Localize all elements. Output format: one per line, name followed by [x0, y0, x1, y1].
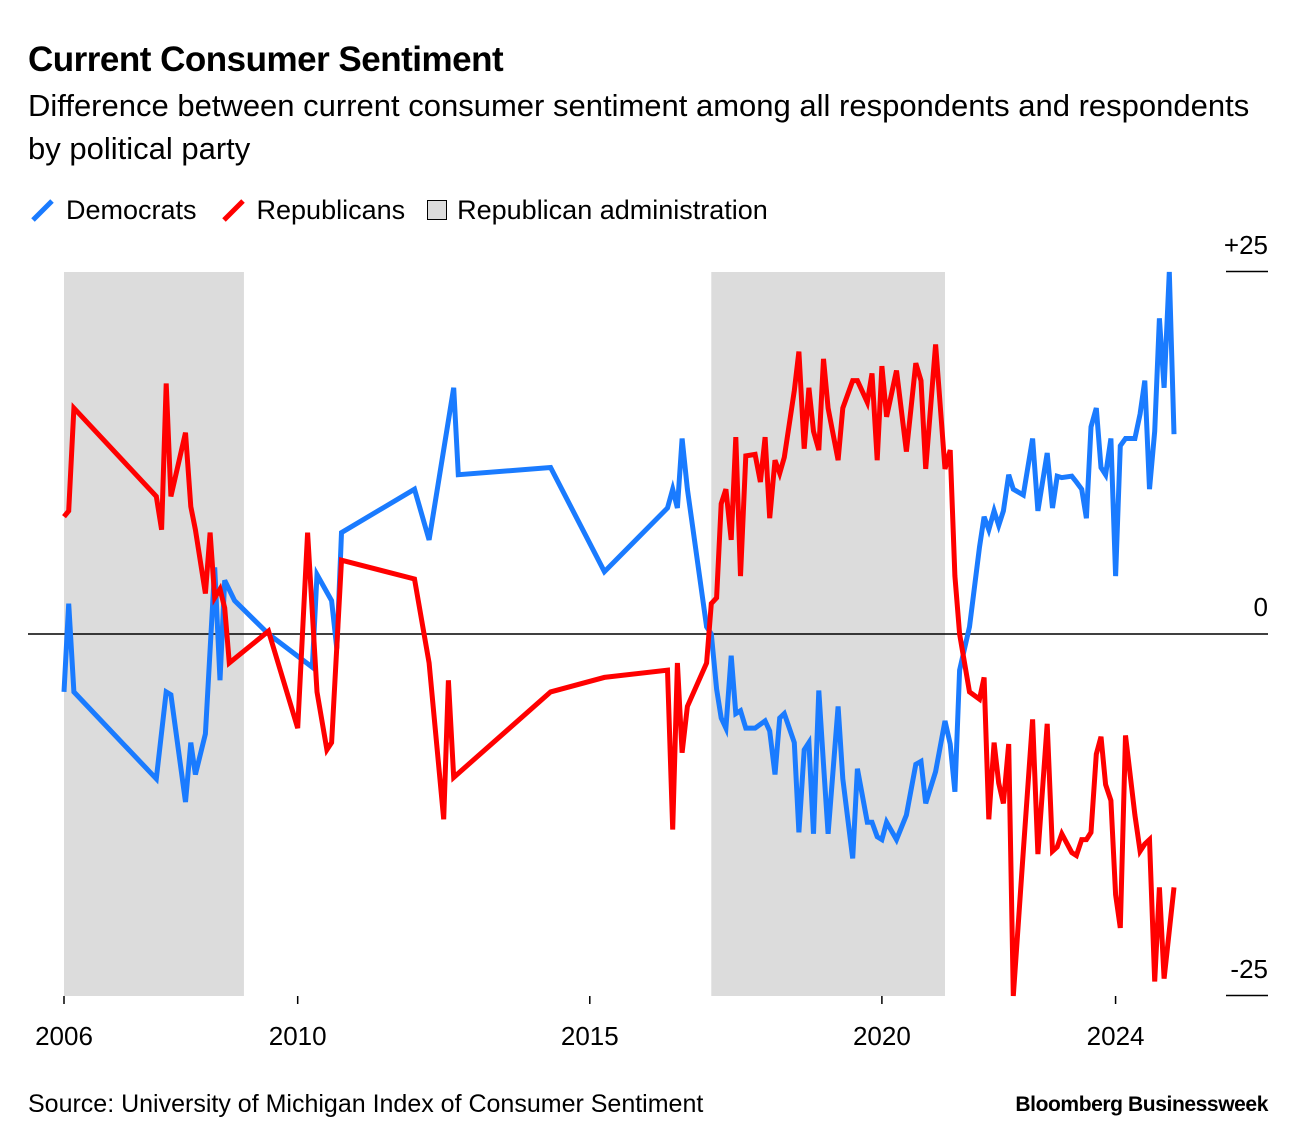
series-layer — [61, 271, 1177, 997]
y-tick-label-0: +25 — [1224, 230, 1268, 260]
source-note: Source: University of Michigan Index of … — [28, 1090, 704, 1118]
legend-label-republicans: Republicans — [256, 194, 406, 225]
tick-labels-layer: 2006 2010 2015 2020 2024 +25 0 -25 — [35, 230, 1268, 1051]
legend-item-republicans: Republicans — [219, 194, 406, 226]
chart-title: Current Consumer Sentiment — [28, 40, 504, 79]
shaded-area-swatch-icon — [427, 200, 448, 220]
x-tick-label-2015: 2015 — [561, 1021, 619, 1051]
x-tick-label-2006: 2006 — [35, 1021, 93, 1051]
x-tick-label-2010: 2010 — [269, 1021, 327, 1051]
x-tick-label-2020: 2020 — [853, 1021, 911, 1051]
legend-item-republican-administration: Republican administration — [427, 195, 768, 226]
y-tick-label-1: 0 — [1254, 592, 1268, 622]
chart-subtitle: Difference between current consumer sent… — [28, 88, 1250, 166]
democrats-line-swatch-icon — [31, 199, 54, 222]
brand-logo: Bloomberg Businessweek — [1015, 1093, 1268, 1116]
legend-label-republican-administration: Republican administration — [457, 194, 768, 225]
series-line-republicans — [62, 344, 1177, 997]
legend-label-democrats: Democrats — [66, 194, 197, 225]
republicans-line-swatch-icon — [221, 199, 245, 222]
legend-item-democrats: Democrats — [28, 195, 197, 226]
x-tick-label-2024: 2024 — [1087, 1021, 1145, 1051]
y-tick-label-2: -25 — [1230, 954, 1268, 984]
chart-legend: Democrats Republicans Republican adminis… — [28, 190, 790, 230]
axes-layer — [28, 270, 1268, 1004]
